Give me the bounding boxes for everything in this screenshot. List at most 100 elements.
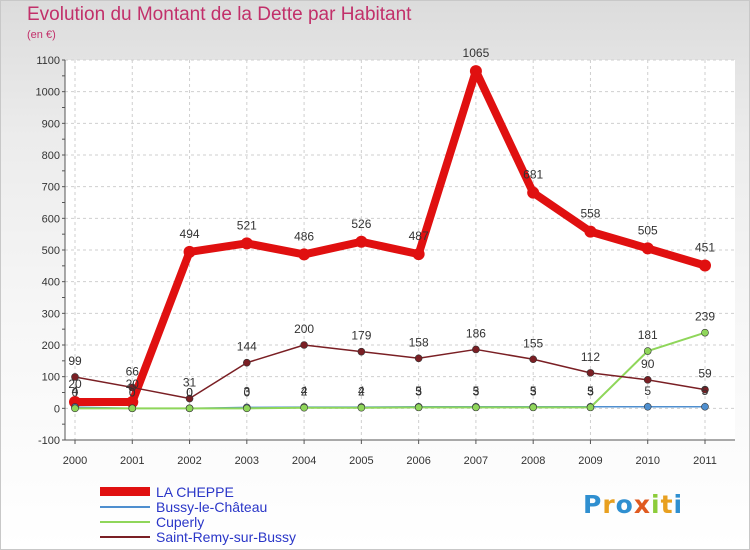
data-point-s3 bbox=[472, 345, 480, 354]
data-label-s1: 5 bbox=[587, 384, 594, 398]
data-point-s2 bbox=[243, 404, 251, 413]
data-label-s2: 3 bbox=[530, 384, 537, 398]
data-label-s1: 4 bbox=[301, 384, 308, 398]
data-point-s0 bbox=[699, 259, 711, 272]
chart-title: Evolution du Montant de la Dette par Hab… bbox=[27, 4, 412, 25]
data-label-s2: 3 bbox=[415, 384, 422, 398]
data-point-s2 bbox=[185, 404, 194, 413]
data-label-s0: 487 bbox=[409, 229, 429, 243]
data-label-s3: 179 bbox=[351, 329, 371, 343]
data-point-s3 bbox=[300, 341, 308, 349]
legend-item-la-cheppe: LA CHEPPE bbox=[100, 483, 296, 500]
data-point-s0 bbox=[298, 248, 311, 261]
data-point-s0 bbox=[527, 186, 540, 199]
data-point-s1 bbox=[701, 402, 709, 411]
x-tick-label: 2011 bbox=[693, 455, 717, 467]
x-tick-label: 2007 bbox=[464, 455, 488, 467]
data-label-s1: 5 bbox=[644, 384, 651, 398]
data-point-s2 bbox=[71, 404, 79, 413]
x-tick-label: 2002 bbox=[177, 455, 201, 467]
data-label-s3: 112 bbox=[581, 350, 600, 364]
data-point-s2 bbox=[128, 404, 137, 413]
x-tick-label: 2000 bbox=[63, 455, 87, 467]
data-label-s2: 0 bbox=[129, 385, 136, 399]
legend-label-saint-remy: Saint-Remy-sur-Bussy bbox=[156, 528, 297, 545]
legend: LA CHEPPE Bussy-le-Château Cuperly Saint… bbox=[100, 483, 297, 545]
series-line-2 bbox=[74, 331, 706, 410]
data-label-s0: 558 bbox=[580, 207, 600, 221]
data-label-s1: 4 bbox=[358, 384, 365, 398]
data-label-s1: 5 bbox=[530, 384, 537, 398]
data-point-s2 bbox=[357, 403, 366, 412]
data-point-s3 bbox=[357, 347, 366, 356]
data-point-s0 bbox=[412, 248, 425, 261]
y-tick-label: 600 bbox=[42, 213, 60, 225]
data-label-s0: 20 bbox=[126, 377, 140, 391]
legend-item-saint-remy: Saint-Remy-sur-Bussy bbox=[100, 528, 297, 545]
data-label-s1: 5 bbox=[415, 384, 422, 398]
data-point-s1 bbox=[643, 402, 652, 411]
data-label-s0: 505 bbox=[638, 223, 658, 237]
y-tick-label: 400 bbox=[42, 277, 60, 289]
legend-swatch-saint-remy bbox=[100, 535, 150, 538]
data-point-s0 bbox=[355, 235, 368, 248]
data-label-s0: 20 bbox=[68, 377, 82, 391]
data-label-s0: 521 bbox=[237, 218, 257, 232]
data-label-s2: 239 bbox=[695, 310, 715, 324]
legend-label-cuperly: Cuperly bbox=[156, 513, 205, 530]
y-tick-label: 500 bbox=[42, 245, 60, 257]
data-label-s0: 486 bbox=[294, 229, 314, 243]
data-label-s3: 31 bbox=[183, 376, 197, 390]
data-label-s2: 3 bbox=[473, 384, 480, 398]
series-line-0 bbox=[71, 67, 709, 406]
data-label-s2: 181 bbox=[638, 328, 658, 342]
legend-swatch-la-cheppe bbox=[100, 487, 150, 496]
x-tick-label: 2010 bbox=[635, 455, 659, 467]
data-point-s3 bbox=[414, 354, 423, 363]
data-label-s3: 59 bbox=[698, 367, 712, 381]
data-label-s3: 66 bbox=[126, 364, 140, 378]
data-label-s3: 186 bbox=[466, 326, 486, 340]
data-point-s0 bbox=[469, 65, 482, 78]
y-tick-label: 900 bbox=[42, 118, 60, 130]
data-label-s2: 0 bbox=[243, 385, 250, 399]
x-tick-label: 2009 bbox=[578, 455, 602, 467]
x-tick-label: 2005 bbox=[349, 455, 373, 467]
data-label-s1: 5 bbox=[473, 384, 480, 398]
data-point-s2 bbox=[529, 403, 537, 412]
data-label-s2: 0 bbox=[186, 385, 193, 399]
data-point-s3 bbox=[71, 373, 79, 381]
data-label-s3: 158 bbox=[409, 335, 429, 349]
data-label-s3: 90 bbox=[641, 357, 655, 371]
data-label-s0: 681 bbox=[523, 168, 543, 182]
data-label-s0: 451 bbox=[695, 241, 715, 255]
data-point-s3 bbox=[243, 358, 251, 367]
data-label-s2: 2 bbox=[358, 385, 365, 399]
proxiti-logo: Proxiti bbox=[583, 490, 684, 519]
data-label-s1: 0 bbox=[186, 385, 193, 399]
legend-label-la-cheppe: LA CHEPPE bbox=[156, 483, 234, 500]
legend-swatch-cuperly bbox=[100, 520, 150, 523]
data-point-s3 bbox=[586, 369, 595, 377]
data-label-s3: 144 bbox=[237, 340, 257, 354]
legend-label-bussy: Bussy-le-Château bbox=[156, 498, 268, 515]
series-line-3 bbox=[74, 344, 706, 400]
data-point-s3 bbox=[701, 385, 709, 394]
data-point-s2 bbox=[586, 403, 595, 412]
data-label-s2: 2 bbox=[301, 385, 308, 399]
x-tick-label: 2001 bbox=[120, 455, 144, 467]
data-label-s1: 5 bbox=[702, 384, 709, 398]
legend-swatch-bussy bbox=[100, 505, 150, 508]
y-tick-label: 700 bbox=[42, 182, 60, 194]
data-point-s3 bbox=[643, 376, 652, 384]
data-label-s0: 494 bbox=[180, 227, 200, 241]
legend-item-bussy: Bussy-le-Château bbox=[100, 498, 296, 515]
y-tick-label: 200 bbox=[42, 340, 60, 352]
data-point-s2 bbox=[701, 328, 709, 337]
y-tick-label: 800 bbox=[42, 150, 60, 162]
data-label-s2: 0 bbox=[72, 385, 79, 399]
data-point-s0 bbox=[183, 245, 196, 258]
y-tick-label: 100 bbox=[42, 372, 60, 384]
y-tick-label: 0 bbox=[54, 403, 60, 415]
